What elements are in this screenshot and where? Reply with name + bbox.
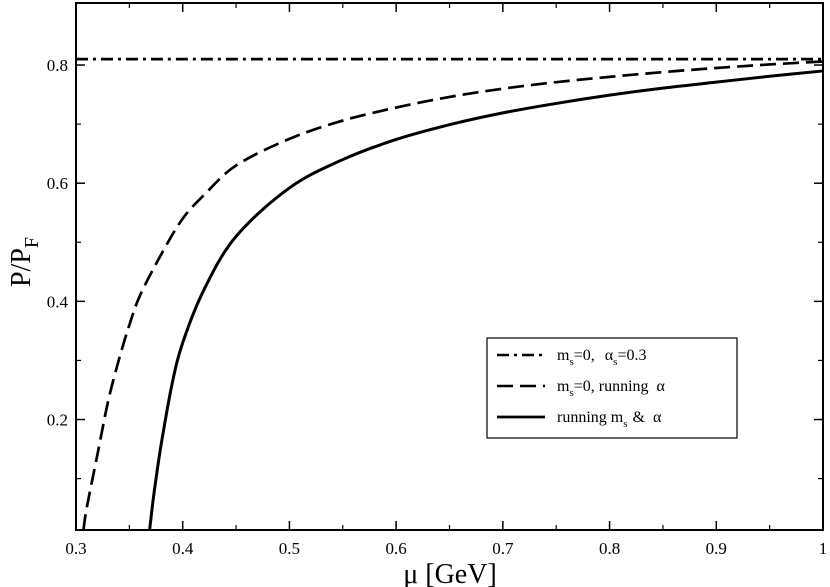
y-axis-title-main: P/P	[6, 248, 37, 287]
x-tick-label: 1	[819, 539, 828, 558]
series-line-running_ms_alpha	[148, 69, 824, 531]
legend-label-running-ms-alpha: running ms & α	[557, 409, 662, 430]
series-line-running_alpha	[82, 60, 824, 531]
x-tick-label: 0.7	[492, 539, 514, 558]
x-tick-label: 0.4	[172, 539, 194, 558]
x-tick-label: 0.9	[706, 539, 727, 558]
y-axis-title-sub: F	[21, 237, 43, 248]
series-group	[76, 57, 824, 531]
legend-label-running-alpha: ms=0, running α	[557, 378, 666, 399]
x-tick-label: 0.6	[386, 539, 407, 558]
x-tick-label: 0.8	[599, 539, 620, 558]
y-axis-title: P/PF	[6, 237, 43, 287]
y-tick-label: 0.2	[47, 411, 68, 430]
x-tick-label: 0.5	[279, 539, 300, 558]
legend: ms=0, αs=0.3 ms=0, running α running ms & α	[486, 337, 738, 439]
axis-ticks: 0.3 0.4 0.5 0.6 0.7 0.8 0.9 1 0.2 0.4 0.6 0.8	[47, 3, 828, 558]
legend-label-const: ms=0, αs=0.3	[557, 347, 646, 368]
y-tick-label: 0.8	[47, 56, 68, 75]
x-axis-title: μ [GeV]	[403, 559, 497, 587]
y-tick-label: 0.4	[47, 292, 69, 311]
x-tick-label: 0.3	[65, 539, 86, 558]
y-tick-label: 0.6	[47, 174, 68, 193]
